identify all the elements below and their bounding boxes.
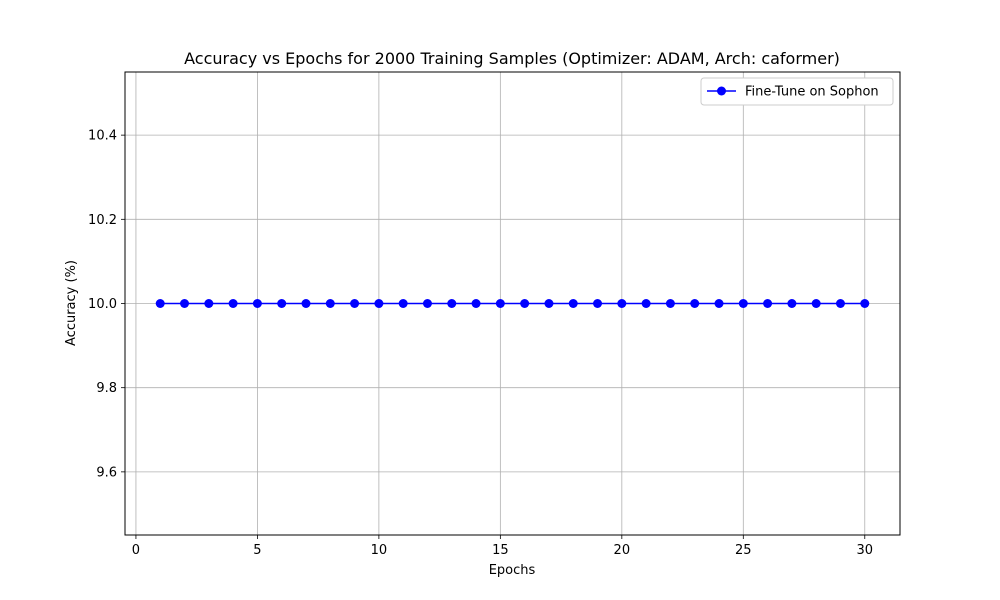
axes: 0 5 10 15 20 25 30 9.6 9.8 10.0 10.2 10.4 xyxy=(88,129,873,558)
data-point xyxy=(155,299,165,308)
data-point xyxy=(641,299,651,308)
data-point xyxy=(180,299,190,308)
x-tick-label: 30 xyxy=(856,543,873,558)
legend-marker-swatch xyxy=(717,86,726,96)
data-point xyxy=(204,299,214,308)
data-point xyxy=(617,299,627,308)
data-point xyxy=(860,299,870,308)
data-point xyxy=(301,299,311,308)
data-point xyxy=(277,299,287,308)
y-tick-label: 9.6 xyxy=(96,465,117,480)
data-point xyxy=(690,299,700,308)
data-point xyxy=(495,299,505,308)
data-point xyxy=(228,299,238,308)
plot-frame xyxy=(124,71,901,536)
y-tick-label: 10.0 xyxy=(88,297,117,312)
data-point xyxy=(422,299,432,308)
chart-title: Accuracy vs Epochs for 2000 Training Sam… xyxy=(184,49,840,68)
x-tick-label: 25 xyxy=(735,543,752,558)
x-tick-label: 5 xyxy=(253,543,261,558)
x-tick-label: 20 xyxy=(614,543,631,558)
data-point xyxy=(398,299,408,308)
data-point xyxy=(471,299,481,308)
data-point xyxy=(593,299,603,308)
data-point xyxy=(447,299,457,308)
y-tick-label: 10.4 xyxy=(88,129,117,144)
x-axis-label: Epochs xyxy=(489,563,536,578)
y-axis-label: Accuracy (%) xyxy=(64,260,79,346)
data-point xyxy=(374,299,384,308)
data-point xyxy=(568,299,578,308)
data-point xyxy=(787,299,797,308)
legend-entry-label: Fine-Tune on Sophon xyxy=(745,85,879,100)
data-point xyxy=(544,299,554,308)
x-tick-label: 10 xyxy=(371,543,388,558)
data-point xyxy=(811,299,821,308)
y-tick-label: 10.2 xyxy=(88,213,117,228)
data-point xyxy=(835,299,845,308)
x-tick-label: 15 xyxy=(492,543,509,558)
legend: Fine-Tune on Sophon xyxy=(700,77,894,106)
series-layer xyxy=(155,299,870,308)
y-tick-label: 9.8 xyxy=(96,381,117,396)
data-point xyxy=(325,299,335,308)
data-point xyxy=(763,299,773,308)
data-point xyxy=(350,299,360,308)
data-point xyxy=(520,299,530,308)
data-point xyxy=(714,299,724,308)
data-point xyxy=(665,299,675,308)
data-point xyxy=(738,299,748,308)
legend-box xyxy=(700,77,894,106)
x-tick-label: 0 xyxy=(132,543,140,558)
data-point xyxy=(252,299,262,308)
